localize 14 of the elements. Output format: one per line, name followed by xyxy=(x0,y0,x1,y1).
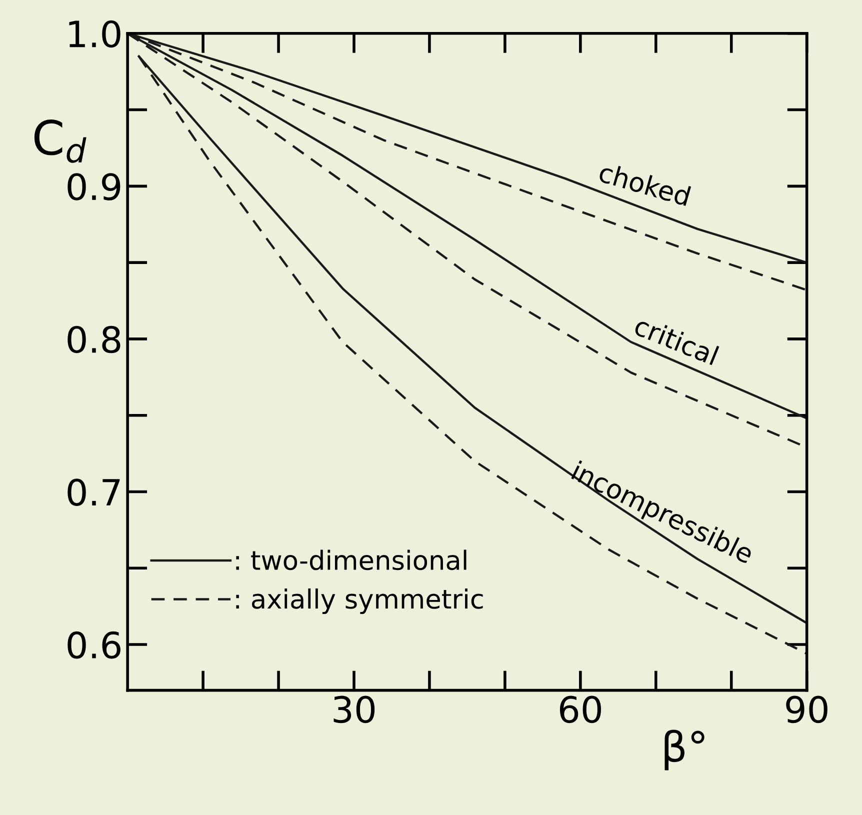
y-tick-label: 0.8 xyxy=(68,326,120,354)
legend-label: : axially symmetric xyxy=(236,588,483,614)
annotation: critical xyxy=(633,314,720,366)
legend-label: : two-dimensional xyxy=(236,550,466,570)
x-tick-label: 90 xyxy=(786,696,828,724)
y-tick-label: 1.0 xyxy=(69,20,120,48)
x-tick-label: 60 xyxy=(560,696,601,724)
y-tick-label: 0.6 xyxy=(68,631,120,659)
y-axis-title: C$_{d}$ xyxy=(34,120,86,163)
annotation: choked xyxy=(598,162,692,206)
y-tick-label: 0.9 xyxy=(68,173,120,200)
x-axis-title: β° xyxy=(664,730,704,770)
x-tick-label: 30 xyxy=(334,696,375,724)
y-tick-label: 0.7 xyxy=(68,478,120,506)
